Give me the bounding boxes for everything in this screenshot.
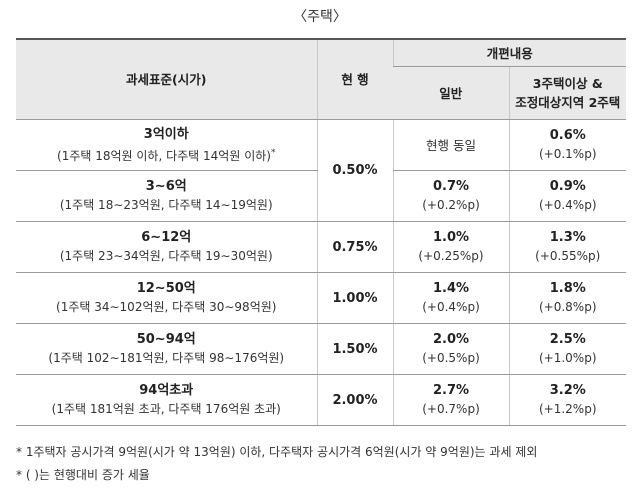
general-rate-cell: 1.4% (+0.4%p) (392, 272, 509, 324)
tax-base-cell: 3∼6억 (1주택 18∼23억원, 다주택 14∼19억원) (16, 170, 317, 222)
multi-rate-delta: (+1.2%p) (538, 402, 597, 416)
tax-base-cell: 6∼12억 (1주택 23∼34억원, 다주택 19∼30억원) (16, 221, 317, 273)
tax-rate-table: 과세표준(시가) 현 행 개편내용 일반 3주택이상 & 조정대상지역 2주택 … (16, 38, 627, 426)
multi-rate: 3.2% (549, 383, 586, 398)
tax-base-range: 12∼50억 (136, 281, 196, 296)
multi-rate-cell: 0.6% (+0.1%p) (508, 119, 627, 171)
general-rate-cell: 2.7% (+0.7%p) (392, 374, 509, 426)
general-rate-delta: (+0.5%p) (422, 351, 480, 365)
tax-base-detail-text: (1주택 18억원 이하, 다주택 14억원 이하) (57, 148, 271, 163)
general-rate: 현행 동일 (392, 119, 509, 171)
multi-rate-delta: (+0.1%p) (538, 147, 597, 161)
general-rate: 1.4% (432, 281, 470, 296)
multi-rate-cell: 3.2% (+1.2%p) (508, 374, 627, 426)
multi-rate: 2.5% (549, 332, 586, 347)
tax-base-detail: (1주택 34∼102억원, 다주택 30∼98억원) (56, 300, 277, 314)
tax-base-cell: 50∼94억 (1주택 102∼181억원, 다주택 98∼176억원) (16, 323, 317, 375)
table-row: 50∼94억 (1주택 102∼181억원, 다주택 98∼176억원) 1.5… (16, 323, 627, 375)
header-reform: 개편내용 (392, 38, 627, 67)
general-rate: 2.7% (432, 383, 470, 398)
general-rate-delta: (+0.25%p) (418, 249, 484, 263)
multi-rate-delta: (+0.4%p) (538, 198, 597, 212)
table-row: 6∼12억 (1주택 23∼34억원, 다주택 19∼30억원) 0.75% 1… (16, 221, 627, 273)
general-rate-delta: (+0.4%p) (422, 300, 480, 314)
current-rate: 0.50% (316, 119, 393, 222)
table-caption: 〈주택〉 (293, 9, 347, 25)
current-rate: 1.00% (316, 272, 393, 324)
tax-base-range: 3억이하 (143, 126, 189, 142)
table-row: 3억이하 (1주택 18억원 이하, 다주택 14억원 이하)* 0.50% 현… (16, 119, 627, 222)
multi-rate: 0.6% (549, 128, 586, 143)
multi-rate-delta: (+1.0%p) (538, 351, 597, 365)
tax-base-cell: 3억이하 (1주택 18억원 이하, 다주택 14억원 이하)* (16, 119, 317, 171)
footnote-exclusion: * 1주택자 공시가격 9억원(시가 약 13억원) 이하, 다주택자 공시가격… (16, 445, 538, 459)
tax-base-detail: (1주택 18억원 이하, 다주택 14억원 이하)* (16, 144, 317, 166)
multi-rate: 0.9% (549, 179, 586, 194)
multi-rate: 1.3% (549, 230, 586, 245)
header-multi-line1: 3주택이상 & (532, 76, 603, 91)
general-rate-cell: 2.0% (+0.5%p) (392, 323, 509, 375)
current-rate: 1.50% (316, 323, 393, 375)
table-row: 3∼6억 (1주택 18∼23억원, 다주택 14∼19억원) 0.7% (+0… (16, 170, 627, 222)
header-tax-base: 과세표준(시가) (16, 38, 317, 120)
tax-base-cell: 94억초과 (1주택 181억원 초과, 다주택 176억원 초과) (16, 374, 317, 426)
table-row: 12∼50억 (1주택 34∼102억원, 다주택 30∼98억원) 1.00%… (16, 272, 627, 324)
general-rate-delta: (+0.7%p) (422, 402, 480, 416)
general-rate-cell: 0.7% (+0.2%p) (392, 170, 509, 222)
tax-base-detail: (1주택 102∼181억원, 다주택 98∼176억원) (48, 351, 285, 365)
header-multi-home: 3주택이상 & 조정대상지역 2주택 (508, 66, 627, 120)
multi-rate-delta: (+0.55%p) (535, 249, 601, 263)
table-row: 94억초과 (1주택 181억원 초과, 다주택 176억원 초과) 2.00%… (16, 374, 627, 426)
tax-base-cell: 12∼50억 (1주택 34∼102억원, 다주택 30∼98억원) (16, 272, 317, 324)
general-rate-cell: 1.0% (+0.25%p) (392, 221, 509, 273)
multi-rate-cell: 1.3% (+0.55%p) (508, 221, 627, 273)
header-current: 현 행 (316, 38, 393, 120)
footnote-delta: * ( )는 현행대비 증가 세율 (16, 468, 150, 482)
tax-base-range: 6∼12억 (141, 230, 192, 245)
header-general: 일반 (393, 66, 509, 120)
general-rate: 0.7% (432, 179, 470, 194)
tax-base-detail: (1주택 23∼34억원, 다주택 19∼30억원) (59, 249, 273, 263)
footnotes: * 1주택자 공시가격 9억원(시가 약 13억원) 이하, 다주택자 공시가격… (16, 442, 537, 488)
tax-base-range: 94억초과 (139, 383, 194, 398)
tax-base-range: 3∼6억 (145, 179, 187, 194)
multi-rate-cell: 0.9% (+0.4%p) (508, 170, 627, 222)
header-multi-line2: 조정대상지역 2주택 (515, 95, 621, 110)
multi-rate-cell: 2.5% (+1.0%p) (508, 323, 627, 375)
current-rate: 0.75% (316, 221, 393, 273)
footnote-mark: * (270, 147, 276, 158)
tax-base-detail: (1주택 181억원 초과, 다주택 176억원 초과) (51, 402, 281, 416)
general-rate: 1.0% (432, 230, 470, 245)
tax-base-range: 50∼94억 (136, 332, 196, 347)
tax-base-detail: (1주택 18∼23억원, 다주택 14∼19억원) (59, 198, 273, 212)
general-rate-delta: (+0.2%p) (422, 198, 480, 212)
multi-rate-delta: (+0.8%p) (538, 300, 597, 314)
general-rate: 2.0% (432, 332, 470, 347)
multi-rate: 1.8% (549, 281, 586, 296)
current-rate: 2.00% (316, 374, 393, 426)
multi-rate-cell: 1.8% (+0.8%p) (508, 272, 627, 324)
